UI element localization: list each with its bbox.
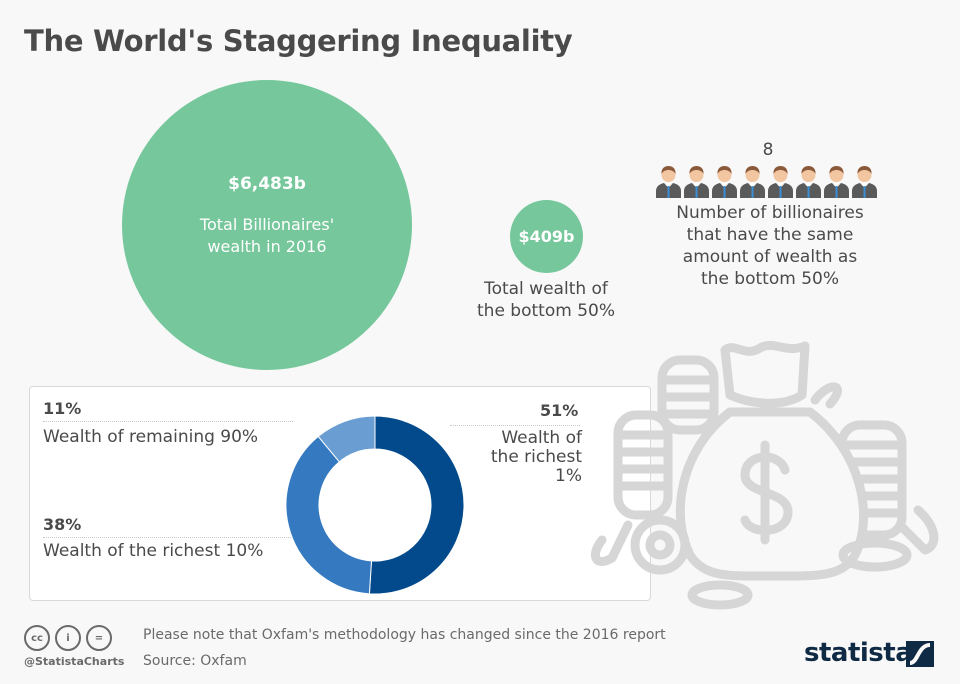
businessman-icon: [824, 166, 849, 198]
businessman-icon: [796, 166, 821, 198]
donut-panel: 11% Wealth of remaining 90% 38% Wealth o…: [29, 386, 651, 601]
statista-logo[interactable]: statista: [804, 638, 913, 668]
label-line: the bottom 50%: [701, 269, 839, 289]
label-line: the richest: [490, 447, 582, 467]
chart-title: The World's Staggering Inequality: [24, 24, 573, 58]
donut-segment: [317, 415, 376, 463]
label-line: amount of wealth as: [682, 247, 858, 267]
money-bag-icon: [590, 340, 939, 610]
statista-logo-icon: [906, 641, 934, 667]
label-line: the bottom 50%: [477, 301, 615, 321]
license-icons: cc i =: [24, 625, 112, 651]
leader-line: [43, 537, 293, 538]
no-derivatives-icon[interactable]: =: [86, 625, 112, 651]
billionaire-count-label: Number of billionaires that have the sam…: [650, 202, 890, 290]
billionaire-pictogram: [655, 164, 878, 198]
businessman-icon: [712, 166, 737, 198]
billionaire-count-value: 8: [762, 140, 774, 160]
businessman-icon: [656, 166, 681, 198]
businessman-icon: [852, 166, 877, 198]
businessman-icon: [684, 166, 709, 198]
donut-segment: [368, 415, 465, 595]
attribution-icon[interactable]: i: [55, 625, 81, 651]
label-line: wealth in 2016: [207, 237, 327, 256]
segment-label-richest10: Wealth of the richest 10%: [43, 541, 264, 561]
label-line: 1%: [555, 466, 582, 486]
bottom50-wealth-bubble: $409b: [510, 200, 583, 273]
businessman-icon: [740, 166, 765, 198]
segment-pct-richest10: 38%: [43, 515, 82, 534]
businessman-icon: [768, 166, 793, 198]
source-text: Source: Oxfam: [143, 653, 247, 669]
donut-chart: [285, 415, 465, 595]
methodology-note: Please note that Oxfam's methodology has…: [143, 627, 666, 643]
leader-line: [450, 425, 580, 426]
bottom50-wealth-value: $409b: [518, 227, 575, 246]
billionaires-wealth-bubble: $6,483b Total Billionaires' wealth in 20…: [122, 80, 412, 370]
label-line: Total Billionaires': [199, 215, 335, 234]
billionaires-wealth-label: Total Billionaires' wealth in 2016: [122, 214, 412, 258]
leader-line: [43, 421, 293, 422]
label-line: Wealth of: [501, 428, 582, 448]
segment-pct-remaining90: 11%: [43, 399, 82, 418]
cc-icon[interactable]: cc: [24, 625, 50, 651]
twitter-handle[interactable]: @StatistaCharts: [24, 655, 125, 668]
segment-label-richest1: Wealth of the richest 1%: [470, 429, 582, 486]
segment-label-remaining90: Wealth of remaining 90%: [43, 427, 259, 447]
segment-pct-richest1: 51%: [540, 401, 579, 420]
label-line: Total wealth of: [484, 279, 608, 299]
billionaires-wealth-value: $6,483b: [228, 174, 306, 194]
donut-segment: [285, 435, 373, 595]
bottom50-wealth-label: Total wealth of the bottom 50%: [455, 278, 637, 322]
label-line: Number of billionaires: [676, 203, 864, 223]
label-line: that have the same: [686, 225, 854, 245]
